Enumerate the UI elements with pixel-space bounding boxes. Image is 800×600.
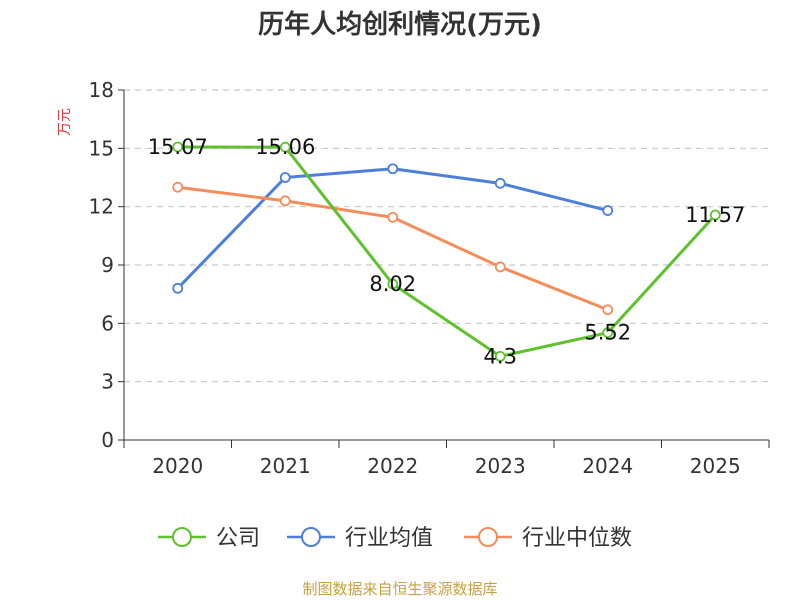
y-tick-label: 12: [89, 195, 114, 219]
data-label: 4.3: [484, 344, 517, 368]
gridlines: [124, 89, 769, 383]
data-point: [172, 181, 184, 193]
legend-label: 行业中位数: [522, 526, 632, 551]
y-tick-label: 15: [89, 136, 114, 160]
x-tick-label: 2023: [475, 454, 526, 478]
data-point: [494, 177, 506, 189]
x-tick-label: 2025: [690, 454, 741, 478]
legend-marker: [301, 527, 321, 547]
data-point: [602, 205, 614, 216]
y-tick-label: 0: [101, 428, 114, 452]
source-footer: 制图数据来自恒生聚源数据库: [302, 580, 498, 598]
data-point: [387, 163, 399, 175]
data-point: [279, 195, 291, 207]
data-label: 15.06: [255, 135, 315, 159]
data-point: [279, 172, 291, 183]
legend-industry-median[interactable]: 行业中位数: [464, 526, 632, 551]
x-tick-label: 2024: [582, 454, 633, 478]
y-tick-label: 3: [101, 370, 114, 394]
legend-industry-mean[interactable]: 行业均值: [287, 526, 433, 551]
data-point: [172, 141, 184, 153]
chart-title: 历年人均创利情况(万元): [258, 10, 542, 40]
data-point: [494, 350, 506, 362]
data-labels: 15.07 15.06 8.02 4.3 5.52 11.57: [148, 135, 746, 368]
legend-marker: [478, 527, 498, 547]
data-point: [387, 278, 399, 290]
data-point: [172, 282, 184, 294]
data-point: [602, 327, 614, 339]
data-label: 11.57: [685, 203, 745, 227]
y-tick-label: 18: [89, 78, 114, 102]
series-line-industry-mean: [176, 167, 609, 290]
data-point: [602, 304, 614, 316]
data-label: 15.07: [148, 135, 208, 159]
legend-company[interactable]: 公司: [158, 526, 260, 551]
legend-label: 公司: [216, 526, 260, 551]
legend-marker: [172, 527, 192, 547]
x-tick-label: 2021: [260, 454, 311, 478]
data-point: [387, 211, 399, 223]
legend: 公司 行业均值 行业中位数: [158, 526, 632, 551]
data-label: 8.02: [369, 272, 416, 296]
y-tick-label: 6: [101, 311, 114, 335]
y-axis-label: 万元: [57, 108, 73, 136]
data-label: 5.52: [584, 321, 631, 345]
x-tick-label: 2022: [367, 454, 418, 478]
data-point: [494, 261, 506, 273]
y-tick-label: 9: [101, 253, 114, 277]
axes: 0 3 6 9 12 15 18 万元 2020 2021 2022 2023 2024 2025: [57, 78, 770, 478]
data-point: [709, 209, 721, 221]
legend-label: 行业均值: [345, 526, 433, 551]
x-tick-label: 2020: [152, 454, 203, 478]
series-line-company: [177, 145, 717, 358]
series-lines: [172, 141, 721, 362]
data-point: [279, 141, 291, 153]
